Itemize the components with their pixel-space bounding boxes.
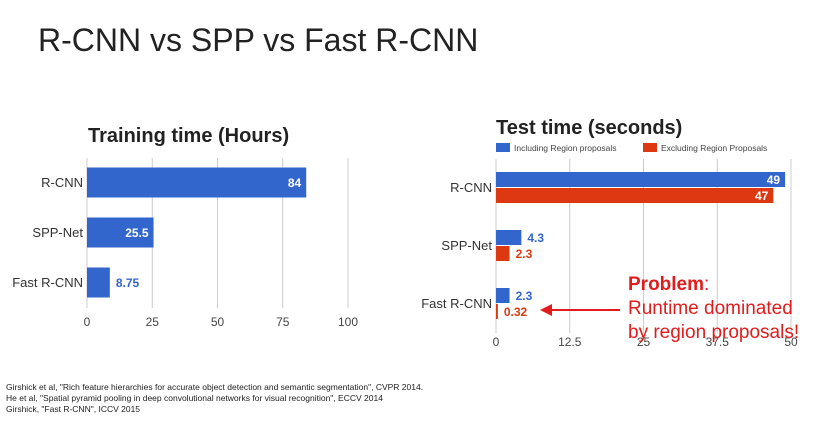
data-label-r-cnn-value: 84 [288, 176, 302, 190]
bar-spp-net-excluding-region-proposals [496, 246, 510, 261]
data-label-fast-r-cnn-value: 8.75 [116, 276, 140, 290]
x-tick-label: 25 [637, 335, 651, 349]
x-tick-label: 0 [84, 315, 91, 329]
x-tick-label: 12.5 [558, 335, 582, 349]
legend-swatch-excluding-region-proposals [643, 143, 657, 152]
x-tick-label: 50 [211, 315, 225, 329]
data-label-spp-net-value: 25.5 [125, 226, 149, 240]
data-label-r-cnn-including-region-proposals: 49 [767, 173, 781, 187]
chart-title: Training time (Hours) [88, 125, 289, 147]
category-label: R-CNN [450, 180, 492, 195]
data-label-spp-net-excluding-region-proposals: 2.3 [516, 247, 533, 261]
problem-colon: : [704, 274, 710, 295]
bar-fast-r-cnn-excluding-region-proposals [496, 304, 498, 319]
bar-spp-net-value [87, 217, 154, 248]
bar-spp-net-including-region-proposals [496, 230, 522, 245]
citation-spp: He et al, "Spatial pyramid pooling in de… [6, 393, 383, 403]
data-label-fast-r-cnn-excluding-region-proposals: 0.32 [504, 305, 528, 319]
x-tick-label: 37.5 [706, 335, 730, 349]
data-label-r-cnn-excluding-region-proposals: 47 [755, 189, 769, 203]
category-label: Fast R-CNN [421, 296, 492, 311]
data-label-spp-net-including-region-proposals: 4.3 [527, 231, 544, 245]
bar-fast-r-cnn-value [87, 267, 110, 298]
x-tick-label: 75 [276, 315, 290, 329]
bar-r-cnn-value [87, 167, 307, 198]
problem-annotation: Problem: Runtime dominated by region pro… [628, 273, 799, 345]
citations: Girshick et al, "Rich feature hierarchie… [6, 382, 423, 415]
legend-swatch-including-region-proposals [496, 143, 510, 152]
category-label: SPP-Net [32, 225, 83, 240]
problem-heading: Problem [628, 274, 705, 295]
slide-title: R-CNN vs SPP vs Fast R-CNN [38, 22, 479, 58]
x-tick-label: 25 [146, 315, 160, 329]
problem-line-2: Runtime dominated [628, 298, 793, 319]
problem-line-3: by region proposals! [628, 322, 800, 343]
x-tick-label: 100 [338, 315, 358, 329]
x-tick-label: 0 [493, 335, 500, 349]
bar-r-cnn-including-region-proposals [496, 172, 786, 187]
category-label: Fast R-CNN [12, 275, 83, 290]
legend-label-excluding-region-proposals: Excluding Region Proposals [661, 143, 767, 153]
bar-r-cnn-excluding-region-proposals [496, 188, 774, 203]
bar-fast-r-cnn-including-region-proposals [496, 288, 510, 303]
category-label: R-CNN [41, 175, 83, 190]
category-label: SPP-Net [441, 238, 492, 253]
data-label-fast-r-cnn-including-region-proposals: 2.3 [516, 289, 533, 303]
problem-arrow-head [540, 304, 552, 316]
x-tick-label: 50 [784, 335, 798, 349]
citation-fast-rcnn: Girshick, "Fast R-CNN", ICCV 2015 [6, 404, 141, 414]
legend-label-including-region-proposals: Including Region proposals [514, 143, 617, 153]
citation-rcnn: Girshick et al, "Rich feature hierarchie… [6, 382, 424, 392]
chart-title: Test time (seconds) [496, 117, 682, 139]
